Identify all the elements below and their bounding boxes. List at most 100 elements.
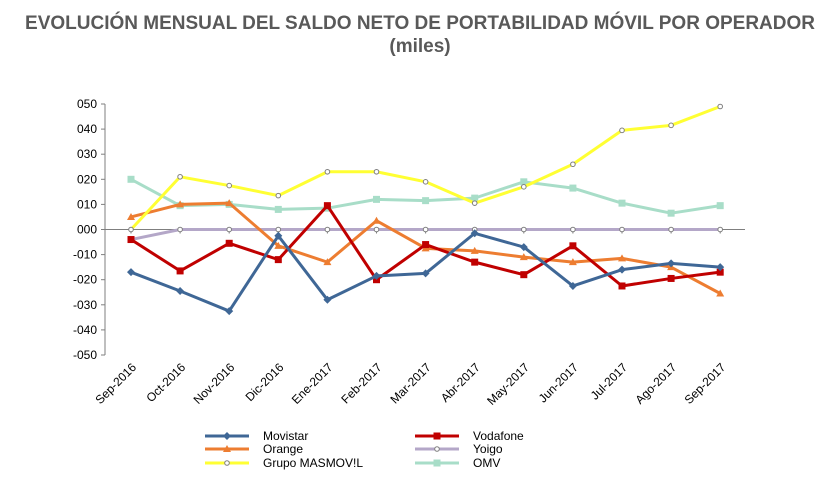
data-point-grupo-masmov-l bbox=[177, 173, 183, 180]
data-point-vodafone bbox=[225, 239, 233, 247]
legend-marker bbox=[434, 446, 440, 452]
data-point-omv bbox=[127, 175, 135, 183]
data-point-grupo-masmov-l bbox=[422, 179, 429, 185]
data-point-yoigo bbox=[619, 226, 625, 233]
data-point-vodafone bbox=[422, 241, 430, 249]
data-point-yoigo bbox=[373, 226, 380, 233]
data-point-grupo-masmov-l bbox=[373, 168, 380, 175]
data-point-yoigo bbox=[177, 226, 183, 233]
data-point-grupo-masmov-l bbox=[471, 200, 478, 206]
x-tick-label: Abr-2017 bbox=[438, 360, 483, 405]
data-point-movistar bbox=[667, 259, 676, 268]
data-point-grupo-masmov-l bbox=[619, 127, 625, 134]
data-point-grupo-masmov-l bbox=[324, 168, 331, 175]
data-point-orange bbox=[618, 254, 626, 262]
data-point-omv bbox=[716, 202, 724, 210]
data-point-yoigo bbox=[324, 226, 331, 233]
data-point-grupo-masmov-l bbox=[570, 161, 576, 168]
y-tick-label: -050 bbox=[73, 348, 97, 362]
legend-marker bbox=[433, 432, 441, 440]
data-point-orange bbox=[323, 258, 332, 266]
y-tick-label: -030 bbox=[73, 298, 97, 312]
legend-marker bbox=[223, 432, 231, 440]
data-point-orange bbox=[519, 253, 528, 261]
y-tick-label: 040 bbox=[77, 122, 97, 136]
data-point-vodafone bbox=[667, 274, 675, 282]
x-tick-label: Dic-2016 bbox=[243, 360, 287, 404]
data-point-vodafone bbox=[323, 202, 331, 210]
x-tick-label: Oct-2016 bbox=[143, 360, 188, 405]
legend-label: Movistar bbox=[263, 429, 308, 443]
data-point-grupo-masmov-l bbox=[226, 182, 232, 189]
y-tick-label: -020 bbox=[73, 273, 97, 287]
legend-label: Orange bbox=[263, 442, 303, 456]
data-point-yoigo bbox=[226, 226, 232, 233]
data-point-yoigo bbox=[717, 226, 724, 233]
x-tick-label: Sep-2017 bbox=[682, 360, 729, 407]
data-point-omv bbox=[471, 194, 479, 202]
data-point-orange bbox=[225, 199, 234, 207]
data-point-grupo-masmov-l bbox=[521, 184, 527, 190]
data-point-grupo-masmov-l bbox=[128, 226, 134, 233]
chart-title: EVOLUCIÓN MENSUAL DEL SALDO NETO DE PORT… bbox=[25, 13, 815, 57]
data-point-movistar bbox=[225, 307, 234, 316]
data-point-omv bbox=[520, 178, 528, 186]
y-tick-label: 000 bbox=[77, 223, 97, 237]
data-point-vodafone bbox=[716, 268, 724, 276]
y-tick-label: 020 bbox=[77, 172, 97, 186]
data-point-movistar bbox=[127, 268, 135, 277]
data-point-movistar bbox=[421, 269, 430, 278]
data-point-omv bbox=[373, 195, 380, 203]
data-point-orange bbox=[716, 289, 725, 297]
data-point-vodafone bbox=[274, 256, 282, 264]
data-point-vodafone bbox=[471, 258, 479, 266]
data-point-grupo-masmov-l bbox=[275, 192, 282, 199]
legend-label: OMV bbox=[473, 456, 500, 470]
data-point-yoigo bbox=[668, 226, 674, 233]
data-point-omv bbox=[667, 209, 675, 217]
data-point-orange bbox=[176, 200, 185, 208]
y-tick-label: 030 bbox=[77, 147, 97, 161]
data-point-movistar bbox=[470, 229, 479, 238]
legend-marker bbox=[223, 445, 231, 452]
data-point-movistar bbox=[274, 231, 283, 240]
x-tick-label: Ene-2017 bbox=[289, 360, 336, 407]
data-point-grupo-masmov-l bbox=[717, 103, 724, 110]
data-point-omv bbox=[618, 199, 626, 207]
y-tick-label: 010 bbox=[77, 197, 97, 211]
data-point-yoigo bbox=[521, 226, 527, 233]
data-point-orange bbox=[470, 246, 479, 254]
data-point-movistar bbox=[323, 295, 332, 304]
data-point-yoigo bbox=[570, 226, 576, 233]
legend-label: Yoigo bbox=[473, 442, 503, 456]
data-point-vodafone bbox=[520, 271, 528, 279]
data-point-movistar bbox=[618, 265, 626, 274]
data-point-vodafone bbox=[176, 267, 184, 275]
x-tick-label: Jul-2017 bbox=[588, 360, 631, 403]
data-point-vodafone bbox=[127, 236, 135, 244]
data-point-movistar bbox=[176, 286, 185, 295]
y-tick-label: 050 bbox=[77, 97, 97, 111]
legend-label: Vodafone bbox=[473, 429, 524, 443]
legend-marker bbox=[224, 460, 230, 466]
x-tick-label: May-2017 bbox=[484, 360, 532, 408]
data-point-yoigo bbox=[422, 226, 429, 233]
data-point-grupo-masmov-l bbox=[668, 122, 674, 129]
x-tick-label: Jun-2017 bbox=[536, 360, 582, 406]
series-line-grupo-masmov-l bbox=[129, 105, 721, 231]
y-tick-label: -040 bbox=[73, 323, 97, 337]
data-point-movistar bbox=[716, 263, 725, 272]
data-point-orange bbox=[568, 258, 577, 266]
data-point-movistar bbox=[519, 243, 528, 252]
data-point-omv bbox=[422, 197, 430, 205]
data-point-vodafone bbox=[618, 282, 626, 290]
x-tick-label: Feb-2017 bbox=[338, 360, 384, 406]
x-tick-label: Ago-2017 bbox=[633, 360, 680, 407]
data-point-omv bbox=[274, 205, 282, 213]
x-tick-label: Sep-2016 bbox=[92, 360, 139, 407]
data-point-orange bbox=[372, 216, 381, 224]
data-point-movistar bbox=[372, 271, 381, 280]
legend-label: Grupo MASMOV!L bbox=[263, 456, 363, 470]
legend-marker bbox=[433, 459, 441, 467]
